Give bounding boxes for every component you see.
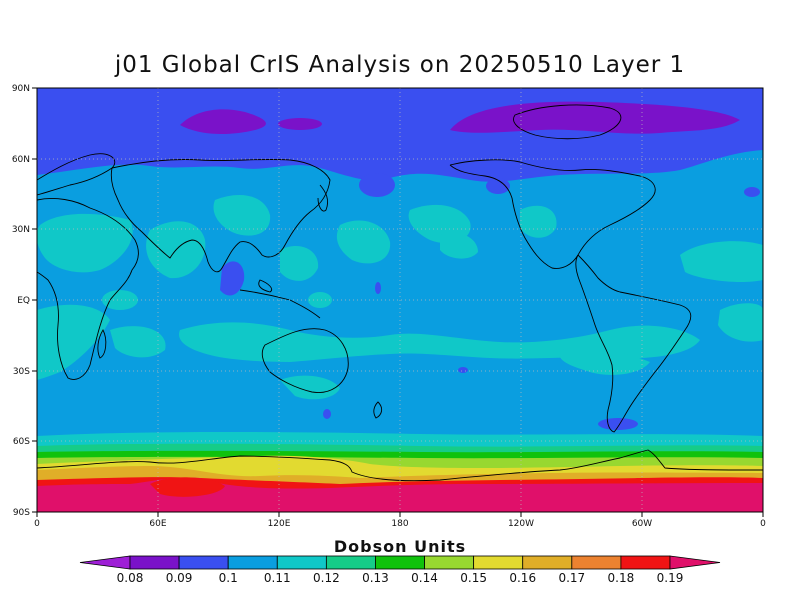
colorbar-label: 0.11 <box>264 571 291 585</box>
x-tick-label: 180 <box>391 519 408 529</box>
colorbar-swatch <box>522 555 573 570</box>
colorbar-label: 0.17 <box>558 571 585 585</box>
y-tick-label: 30S <box>13 367 30 377</box>
y-tick-label: 90N <box>12 84 30 94</box>
colorbar-right-arrow <box>669 555 721 570</box>
north-patch-1 <box>359 173 395 197</box>
antarctic-red-blob <box>150 477 225 497</box>
colorbar-label: 0.08 <box>117 571 144 585</box>
colorbar-swatch <box>178 555 229 570</box>
graticule <box>37 88 763 512</box>
x-tick-label: 60W <box>632 519 652 529</box>
north-patch-2 <box>486 178 510 194</box>
x-tick-label: 120E <box>268 519 291 529</box>
colorbar-swatch <box>375 555 425 570</box>
y-tick-label: 90S <box>13 508 30 518</box>
y-tick-label: 60N <box>12 155 30 165</box>
colorbar-swatch <box>473 555 524 570</box>
colorbar-label: 0.09 <box>166 571 193 585</box>
antarctic-yellow-core <box>250 458 330 473</box>
colorbar-title: Dobson Units <box>333 537 467 556</box>
map-title: j01 Global CrIS Analysis on 20250510 Lay… <box>114 52 686 78</box>
x-axis-labels: 0 60E 120E 180 120W 60W 0 <box>34 519 766 529</box>
x-tick-label: 60E <box>149 519 166 529</box>
colorbar-label: 0.14 <box>411 571 438 585</box>
colorbar-label: 0.12 <box>313 571 340 585</box>
colorbar-label: 0.19 <box>657 571 684 585</box>
colorbar-swatch <box>129 555 180 570</box>
small-low-spots <box>220 187 760 430</box>
y-tick-label: EQ <box>17 296 30 306</box>
colorbar-label: 0.15 <box>460 571 487 585</box>
y-tick-label: 30N <box>12 225 30 235</box>
colorbar-swatch <box>571 555 622 570</box>
colorbar-label: 0.13 <box>362 571 389 585</box>
colorbar-left-arrow <box>79 555 131 570</box>
colorbar-label: 0.18 <box>608 571 635 585</box>
ozone-field <box>37 88 763 512</box>
colorbar-swatch <box>620 555 671 570</box>
colorbar-swatch <box>227 555 278 570</box>
colorbar: 0.08 0.09 0.1 0.11 0.12 0.13 0.14 0.15 0.16 0.17 0… <box>79 555 721 585</box>
polar-low-small <box>278 118 322 130</box>
tropical-patches <box>37 195 763 400</box>
colorbar-swatch <box>276 555 327 570</box>
x-tick-label: 0 <box>760 519 766 529</box>
y-tick-label: 60S <box>13 437 30 447</box>
polar-low-arctic-canada <box>450 101 740 134</box>
colorbar-swatch <box>325 555 376 570</box>
y-axis-labels: 90N 60N 30N EQ 30S 60S 90S <box>12 84 30 518</box>
tick-marks <box>32 87 764 517</box>
coastlines <box>37 104 763 482</box>
x-tick-label: 0 <box>34 519 40 529</box>
colorbar-label: 0.16 <box>509 571 536 585</box>
x-tick-label: 120W <box>508 519 534 529</box>
colorbar-swatch <box>424 555 475 570</box>
polar-low-siberia <box>180 109 266 135</box>
colorbar-label: 0.1 <box>219 571 238 585</box>
